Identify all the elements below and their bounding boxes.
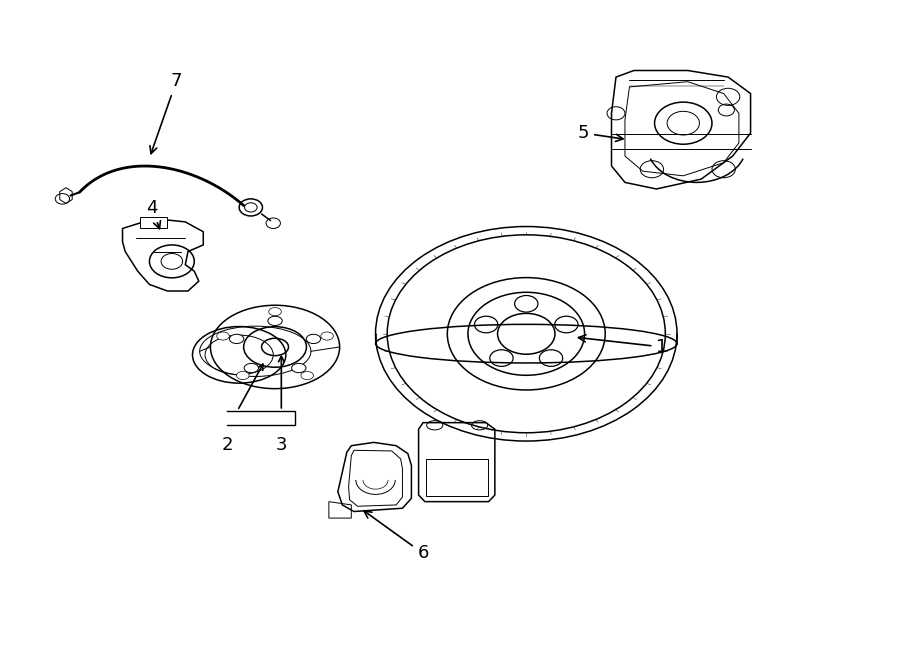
Ellipse shape: [301, 371, 313, 379]
Text: 7: 7: [150, 72, 182, 153]
Ellipse shape: [268, 316, 283, 325]
Polygon shape: [140, 217, 167, 229]
Ellipse shape: [292, 364, 306, 373]
Text: 6: 6: [364, 511, 428, 563]
Ellipse shape: [237, 371, 249, 379]
Ellipse shape: [306, 334, 320, 344]
Ellipse shape: [244, 364, 258, 373]
Text: 3: 3: [275, 436, 287, 454]
Ellipse shape: [230, 334, 244, 344]
Ellipse shape: [217, 332, 230, 340]
Ellipse shape: [320, 332, 333, 340]
Text: 5: 5: [578, 124, 623, 142]
Text: 2: 2: [221, 436, 233, 454]
Ellipse shape: [269, 307, 282, 316]
Text: 4: 4: [147, 199, 160, 229]
Text: 1: 1: [579, 335, 668, 356]
